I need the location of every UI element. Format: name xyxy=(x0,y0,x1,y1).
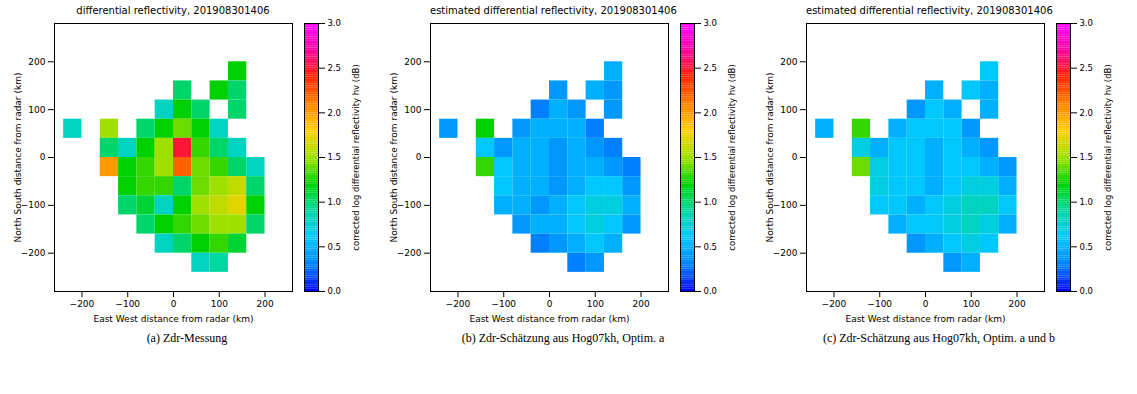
html-text:estimated differential reflect: estimated differential reflectivity, 201… xyxy=(806,5,1053,16)
svg-text:100: 100 xyxy=(28,105,45,115)
svg-text:200: 200 xyxy=(780,57,797,67)
svg-text:100: 100 xyxy=(963,299,980,309)
svg-text:0: 0 xyxy=(792,152,798,162)
svg-text:corrected log differential ref: corrected log differential reflectivity … xyxy=(1103,64,1113,250)
svg-text:3.0: 3.0 xyxy=(328,18,342,28)
svg-text:−100: −100 xyxy=(867,299,892,309)
svg-text:0.5: 0.5 xyxy=(328,242,342,252)
svg-text:0: 0 xyxy=(171,299,177,309)
html-text:(c) Zdr-Schätzung aus Hog07kh,: (c) Zdr-Schätzung aus Hog07kh, Optim. a … xyxy=(823,331,1055,345)
svg-text:2.5: 2.5 xyxy=(1080,63,1094,73)
svg-text:−200: −200 xyxy=(397,248,422,258)
html-text:(b) Zdr-Schätzung aus Hog07kh,: (b) Zdr-Schätzung aus Hog07kh, Optim. a xyxy=(461,331,665,345)
svg-text:−200: −200 xyxy=(70,299,95,309)
svg-text:0.0: 0.0 xyxy=(328,286,342,296)
svg-text:corrected log differential ref: corrected log differential reflectivity … xyxy=(727,64,737,250)
svg-text:corrected log differential ref: corrected log differential reflectivity … xyxy=(351,64,361,250)
svg-text:200: 200 xyxy=(404,57,421,67)
svg-text:East West distance from radar: East West distance from radar (km) xyxy=(93,314,253,324)
html-text:differential reflectivity, 201: differential reflectivity, 201908301406 xyxy=(76,5,270,16)
svg-text:East West distance from radar: East West distance from radar (km) xyxy=(845,314,1005,324)
svg-text:3.0: 3.0 xyxy=(704,18,718,28)
svg-text:2.5: 2.5 xyxy=(704,63,718,73)
svg-text:−100: −100 xyxy=(21,200,46,210)
svg-text:1.5: 1.5 xyxy=(328,152,342,162)
svg-text:2.0: 2.0 xyxy=(704,108,718,118)
html-text:estimated differential reflect: estimated differential reflectivity, 201… xyxy=(430,5,677,16)
svg-text:North South distance from rada: North South distance from radar (km) xyxy=(13,73,23,243)
svg-text:−100: −100 xyxy=(115,299,140,309)
svg-text:0.5: 0.5 xyxy=(704,242,718,252)
svg-text:100: 100 xyxy=(780,105,797,115)
svg-text:200: 200 xyxy=(256,299,273,309)
svg-text:1.5: 1.5 xyxy=(704,152,718,162)
svg-text:1.5: 1.5 xyxy=(1080,152,1094,162)
svg-text:0: 0 xyxy=(547,299,553,309)
svg-text:1.0: 1.0 xyxy=(1080,197,1094,207)
svg-text:0: 0 xyxy=(40,152,46,162)
svg-text:−200: −200 xyxy=(822,299,847,309)
svg-text:North South distance from rada: North South distance from radar (km) xyxy=(765,73,775,243)
svg-text:2.0: 2.0 xyxy=(328,108,342,118)
svg-text:1.0: 1.0 xyxy=(328,197,342,207)
svg-text:100: 100 xyxy=(587,299,604,309)
svg-text:−200: −200 xyxy=(446,299,471,309)
svg-text:−100: −100 xyxy=(397,200,422,210)
svg-text:0: 0 xyxy=(923,299,929,309)
svg-text:0.0: 0.0 xyxy=(704,286,718,296)
html-text:(a) Zdr-Messung: (a) Zdr-Messung xyxy=(146,331,228,345)
svg-text:200: 200 xyxy=(1008,299,1025,309)
svg-text:0.5: 0.5 xyxy=(1080,242,1094,252)
svg-text:1.0: 1.0 xyxy=(704,197,718,207)
svg-text:3.0: 3.0 xyxy=(1080,18,1094,28)
svg-text:0: 0 xyxy=(416,152,422,162)
svg-text:0.0: 0.0 xyxy=(1080,286,1094,296)
svg-text:−200: −200 xyxy=(773,248,798,258)
svg-text:200: 200 xyxy=(28,57,45,67)
svg-text:−200: −200 xyxy=(21,248,46,258)
svg-text:−100: −100 xyxy=(491,299,516,309)
svg-text:2.5: 2.5 xyxy=(328,63,342,73)
svg-text:200: 200 xyxy=(632,299,649,309)
svg-text:−100: −100 xyxy=(773,200,798,210)
svg-text:2.0: 2.0 xyxy=(1080,108,1094,118)
svg-text:East West distance from radar: East West distance from radar (km) xyxy=(469,314,629,324)
svg-text:North South distance from rada: North South distance from radar (km) xyxy=(389,73,399,243)
svg-text:100: 100 xyxy=(211,299,228,309)
svg-text:100: 100 xyxy=(404,105,421,115)
